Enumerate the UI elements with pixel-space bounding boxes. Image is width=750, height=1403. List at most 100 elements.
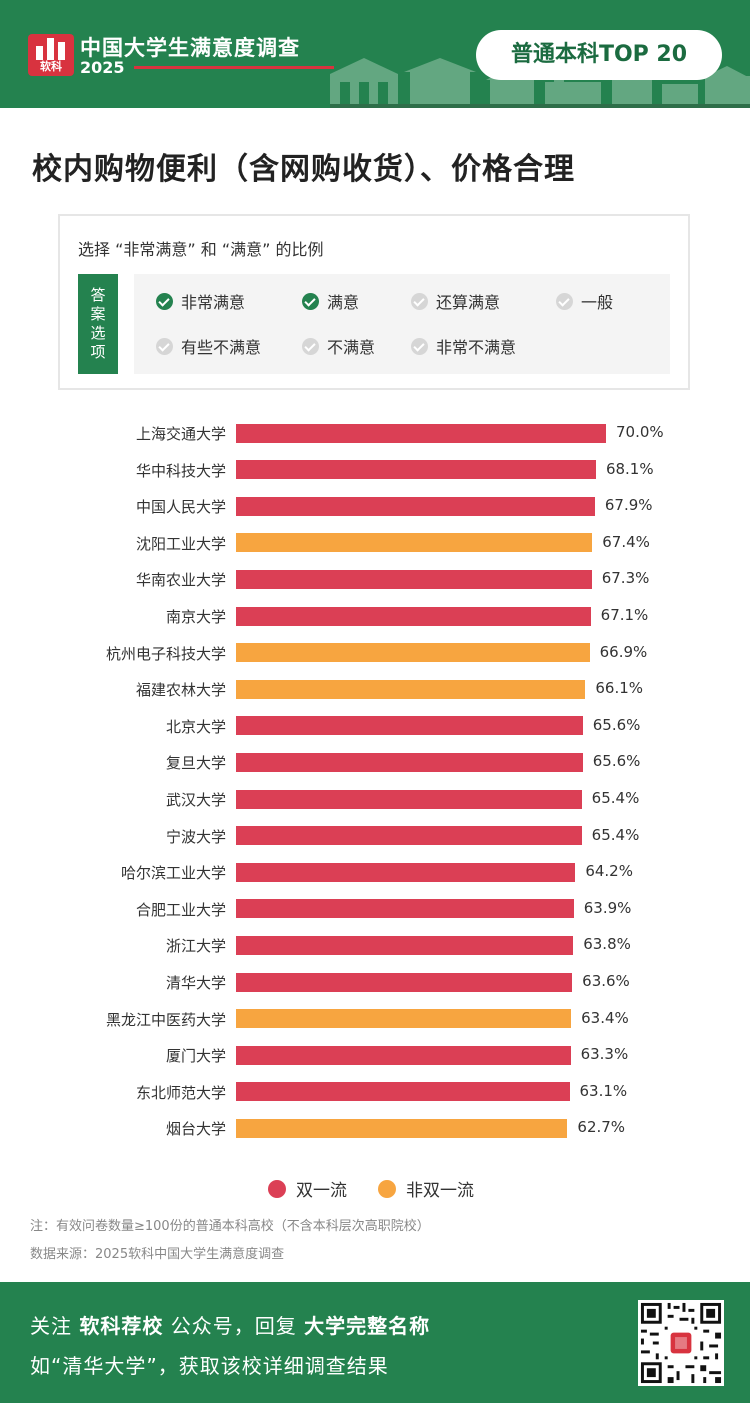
data-label: 63.6% (582, 972, 630, 990)
bar (236, 460, 596, 480)
header: 软科 中国大学生满意度调查 2025 普通本科TOP 20 (0, 0, 750, 108)
data-label: 62.7% (577, 1118, 626, 1137)
answer-option: 非常满意 (156, 289, 245, 313)
legend-label: 非双一流 (406, 1181, 474, 1201)
category-label: 福建农林大学 (135, 681, 226, 700)
answer-option: 一般 (556, 289, 613, 313)
account-name: 软科荐校 (79, 1314, 164, 1338)
data-label: 65.4% (591, 825, 640, 844)
bar (236, 533, 593, 553)
answer-option-label: 非常满意 (181, 293, 246, 312)
bar (236, 569, 592, 589)
question-text: 选择 “非常满意” 和 “满意” 的比例 (78, 240, 324, 259)
check-icon (302, 292, 319, 310)
category-label: 哈尔滨工业大学 (120, 864, 226, 883)
data-label: 67.4% (602, 532, 650, 551)
bar (236, 1009, 572, 1029)
category-label: 南京大学 (165, 608, 226, 626)
legend-label: 双一流 (296, 1181, 347, 1201)
legend-item-non-double-first-class: 非双一流 (378, 1176, 474, 1201)
answer-option: 满意 (302, 289, 359, 313)
category-label: 复旦大学 (165, 754, 226, 773)
answer-options-box: 选择 “非常满意” 和 “满意” 的比例 答案选项 非常满意 满意 还算满意 一般有些… (58, 214, 690, 390)
footer-text: 公众号，回复 (170, 1314, 297, 1338)
logo-text: 软科 (40, 60, 62, 73)
category-label: 中国人民大学 (135, 498, 226, 517)
answer-option-label: 不满意 (327, 338, 376, 357)
bar (236, 606, 591, 626)
category-label: 宁波大学 (165, 827, 226, 846)
category-label: 东北师范大学 (135, 1083, 226, 1102)
category-label: 上海交通大学 (135, 425, 226, 443)
data-label: 67.1% (600, 606, 649, 624)
title-underline (134, 66, 334, 69)
data-source: 数据来源：2025软科中国大学生满意度调查 (30, 1247, 285, 1262)
answer-option-label: 非常不满意 (436, 338, 517, 357)
answer-option-label: 还算满意 (436, 293, 501, 312)
bar (236, 1045, 571, 1065)
legend-item-double-first-class: 双一流 (268, 1176, 347, 1201)
bar (236, 423, 606, 443)
data-label: 67.9% (604, 496, 653, 515)
category-label: 武汉大学 (165, 791, 226, 809)
data-label: 65.4% (591, 789, 640, 807)
data-label: 65.6% (592, 715, 641, 734)
data-label: 67.3% (601, 569, 650, 588)
bar (236, 862, 576, 882)
bar (236, 1118, 568, 1138)
category-label: 杭州电子科技大学 (105, 644, 226, 663)
unchecked-icon (302, 337, 319, 355)
data-label: 64.2% (585, 862, 633, 881)
bar (236, 789, 582, 809)
answer-option-label: 有些不满意 (181, 338, 262, 357)
bar (236, 643, 590, 663)
answer-option-label: 满意 (327, 293, 360, 312)
bar (236, 679, 586, 699)
answer-option: 不满意 (302, 334, 375, 358)
legend-dot-red (268, 1179, 286, 1198)
data-label: 63.9% (583, 898, 632, 917)
data-label: 65.6% (592, 752, 641, 771)
unchecked-icon (556, 292, 573, 310)
data-label: 66.9% (599, 642, 648, 661)
category-label: 浙江大学 (165, 937, 226, 956)
category-label: 烟台大学 (165, 1120, 226, 1139)
category-label: 厦门大学 (165, 1047, 226, 1066)
data-label: 70.0% (616, 423, 664, 441)
bar (236, 826, 582, 846)
answer-option: 非常不满意 (411, 334, 516, 358)
bar (236, 716, 583, 736)
category-label: 合肥工业大学 (135, 900, 226, 919)
unchecked-icon (156, 337, 173, 355)
bar (236, 496, 595, 516)
data-label: 63.3% (580, 1045, 629, 1064)
survey-title: 中国大学生满意度调查 (80, 36, 300, 60)
bar (236, 935, 574, 955)
answer-options-grid: 非常满意 满意 还算满意 一般有些不满意 不满意 非常不满意 (134, 274, 670, 374)
page-title: 校内购物便利（含网购收货）、价格合理 (32, 152, 575, 187)
unchecked-icon (411, 337, 428, 355)
bar (236, 752, 583, 772)
qr-code-icon[interactable] (638, 1300, 724, 1386)
footnote: 注：有效问卷数量≥100份的普通本科高校（不含本科层次高职院校） (30, 1219, 430, 1234)
data-label: 63.1% (579, 1081, 628, 1100)
content-card: 校内购物便利（含网购收货）、价格合理 选择 “非常满意” 和 “满意” 的比例 … (0, 108, 750, 1282)
legend-dot-orange (378, 1179, 396, 1198)
data-label: 63.4% (581, 1008, 629, 1027)
check-icon (156, 292, 173, 310)
category-label: 华中科技大学 (135, 461, 226, 480)
answer-option-label: 一般 (581, 293, 614, 312)
category-label: 华南农业大学 (135, 571, 226, 590)
category-label: 黑龙江中医药大学 (105, 1010, 226, 1029)
ranking-logo: 软科 (28, 34, 74, 76)
answer-options-tag: 答案选项 (78, 274, 118, 374)
top20-badge: 普通本科TOP 20 (476, 30, 722, 80)
bar (236, 972, 573, 992)
bar (236, 1082, 570, 1102)
survey-year: 2025 (80, 58, 125, 77)
category-label: 沈阳工业大学 (135, 534, 226, 553)
reply-keyword: 大学完整名称 (304, 1314, 431, 1338)
category-label: 清华大学 (165, 974, 226, 992)
answer-option: 有些不满意 (156, 334, 261, 358)
footer-text: 关注 (30, 1314, 72, 1338)
